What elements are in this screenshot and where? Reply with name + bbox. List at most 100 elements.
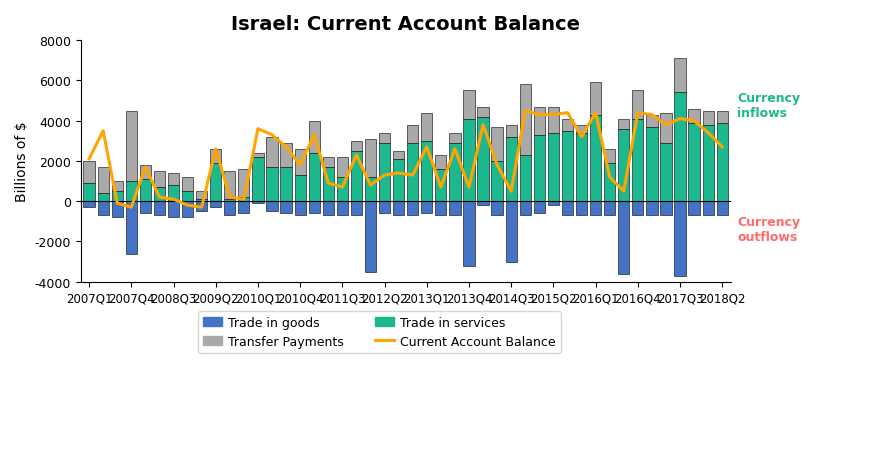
Bar	[295, 176, 306, 202]
Bar	[323, 157, 334, 168]
Bar	[83, 202, 95, 208]
Bar	[463, 202, 474, 266]
Bar	[646, 128, 658, 202]
Bar	[281, 202, 292, 214]
Current Account Balance	[702, 131, 713, 136]
Bar	[168, 174, 179, 185]
Bar	[491, 128, 503, 162]
Current Account Balance	[422, 145, 432, 150]
Bar	[534, 107, 545, 135]
Bar	[253, 202, 264, 204]
Bar	[660, 113, 672, 144]
Bar	[534, 202, 545, 214]
Current Account Balance	[520, 109, 531, 114]
Bar	[632, 119, 644, 202]
Bar	[407, 125, 418, 144]
Bar	[210, 150, 221, 163]
Bar	[210, 202, 221, 208]
Bar	[632, 202, 644, 216]
Current Account Balance	[534, 112, 545, 118]
Legend: Trade in goods, Transfer Payments, Trade in services, Current Account Balance: Trade in goods, Transfer Payments, Trade…	[198, 311, 561, 353]
Bar	[674, 93, 686, 202]
Bar	[674, 59, 686, 93]
Bar	[309, 202, 320, 214]
Bar	[393, 160, 404, 202]
Bar	[323, 202, 334, 216]
Current Account Balance	[576, 134, 587, 140]
Current Account Balance	[464, 185, 474, 190]
Current Account Balance	[365, 183, 375, 188]
Bar	[309, 121, 320, 153]
Bar	[182, 192, 193, 202]
Bar	[196, 200, 207, 202]
Bar	[182, 178, 193, 192]
Bar	[379, 202, 390, 214]
Current Account Balance	[562, 111, 573, 116]
Bar	[139, 179, 151, 202]
Bar	[97, 194, 109, 202]
Title: Israel: Current Account Balance: Israel: Current Account Balance	[232, 15, 581, 34]
Bar	[449, 202, 460, 216]
Y-axis label: Billions of $: Billions of $	[15, 121, 29, 202]
Bar	[548, 134, 559, 202]
Current Account Balance	[154, 195, 165, 201]
Bar	[674, 202, 686, 276]
Current Account Balance	[506, 189, 517, 195]
Bar	[139, 202, 151, 214]
Current Account Balance	[408, 173, 418, 179]
Bar	[520, 85, 531, 156]
Bar	[97, 168, 109, 194]
Bar	[604, 163, 616, 202]
Bar	[351, 141, 362, 151]
Current Account Balance	[225, 195, 235, 201]
Current Account Balance	[674, 117, 685, 122]
Current Account Balance	[210, 147, 221, 152]
Bar	[225, 200, 235, 202]
Bar	[548, 202, 559, 206]
Bar	[660, 202, 672, 216]
Bar	[239, 198, 249, 202]
Bar	[477, 118, 488, 202]
Current Account Balance	[182, 203, 193, 208]
Current Account Balance	[604, 175, 615, 180]
Bar	[618, 119, 630, 129]
Current Account Balance	[632, 111, 643, 116]
Bar	[351, 202, 362, 216]
Bar	[421, 141, 432, 202]
Bar	[196, 202, 207, 212]
Bar	[702, 112, 714, 125]
Current Account Balance	[112, 201, 123, 207]
Bar	[337, 178, 348, 202]
Current Account Balance	[84, 157, 95, 162]
Current Account Balance	[380, 173, 390, 179]
Bar	[618, 202, 630, 274]
Bar	[295, 202, 306, 216]
Current Account Balance	[323, 181, 333, 186]
Current Account Balance	[168, 197, 179, 202]
Bar	[505, 137, 517, 202]
Bar	[491, 162, 503, 202]
Current Account Balance	[618, 189, 629, 195]
Bar	[379, 144, 390, 202]
Text: Currency
inflows: Currency inflows	[738, 92, 801, 120]
Bar	[449, 134, 460, 144]
Bar	[125, 202, 137, 254]
Bar	[225, 172, 235, 200]
Bar	[576, 134, 588, 202]
Bar	[576, 125, 588, 134]
Bar	[604, 202, 616, 216]
Bar	[337, 157, 348, 178]
Bar	[590, 115, 602, 202]
Bar	[646, 115, 658, 128]
Bar	[139, 166, 151, 179]
Bar	[97, 202, 109, 216]
Bar	[717, 123, 728, 202]
Bar	[168, 202, 179, 218]
Bar	[393, 202, 404, 216]
Bar	[83, 184, 95, 202]
Bar	[660, 144, 672, 202]
Bar	[153, 188, 165, 202]
Bar	[407, 202, 418, 216]
Bar	[562, 119, 573, 131]
Bar	[365, 140, 376, 178]
